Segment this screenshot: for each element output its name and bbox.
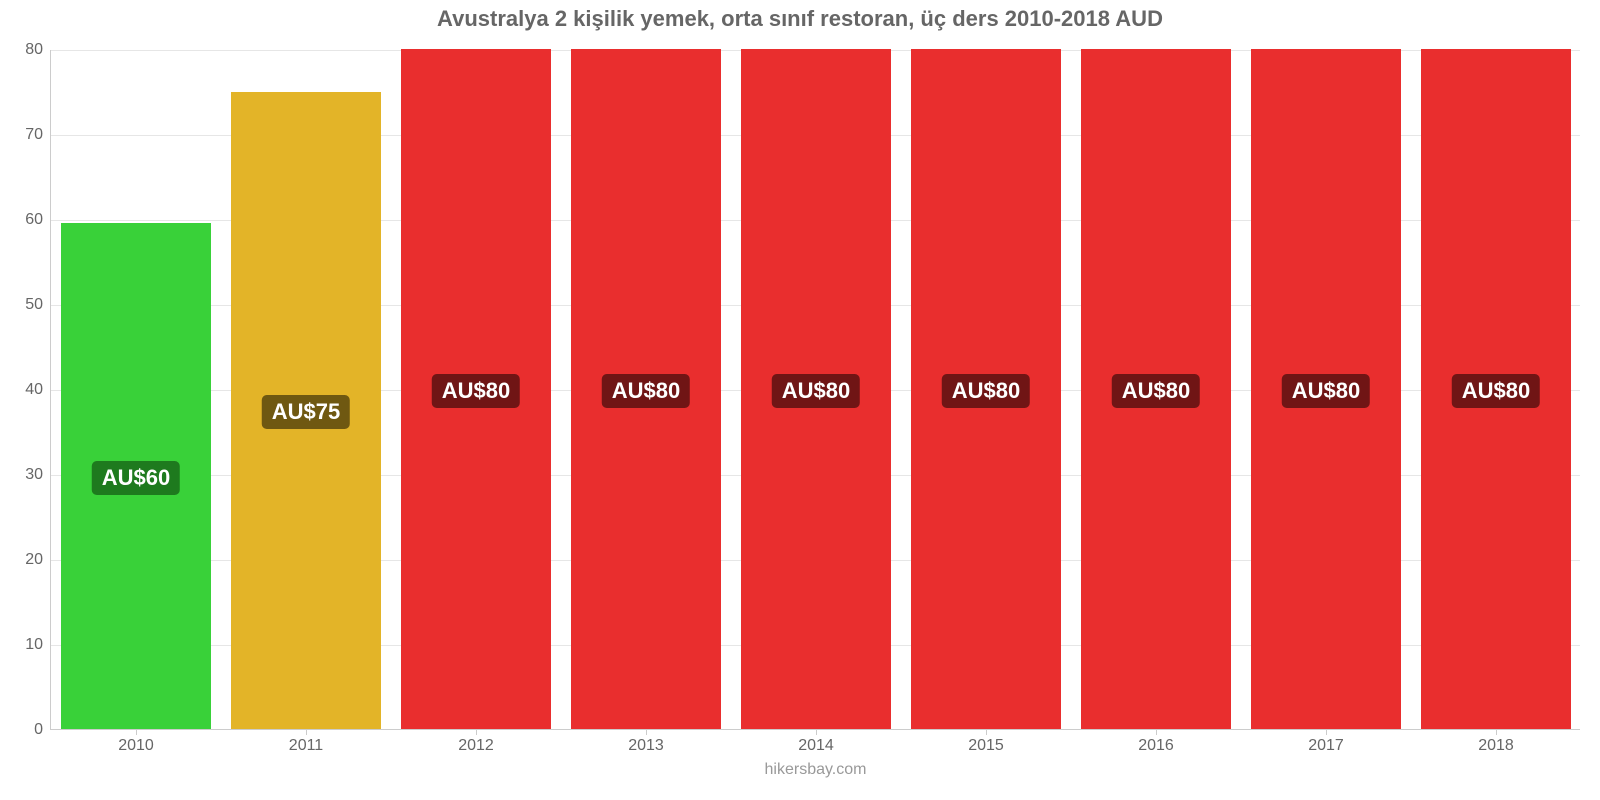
plot-area: hikersbay.com 01020304050607080AU$602010… (50, 50, 1580, 730)
bar: AU$80 (1081, 49, 1231, 729)
bar-value-label: AU$80 (942, 374, 1030, 408)
bar: AU$80 (741, 49, 891, 729)
ytick-label: 50 (25, 296, 43, 314)
xtick-mark (136, 729, 137, 735)
chart-title: Avustralya 2 kişilik yemek, orta sınıf r… (0, 6, 1600, 32)
bar: AU$60 (61, 223, 211, 729)
ytick-label: 80 (25, 41, 43, 59)
xtick-label: 2014 (798, 737, 834, 755)
xtick-label: 2018 (1478, 737, 1514, 755)
xtick-mark (306, 729, 307, 735)
xtick-mark (476, 729, 477, 735)
bar-value-label: AU$60 (92, 461, 180, 495)
bar: AU$80 (571, 49, 721, 729)
xtick-mark (1156, 729, 1157, 735)
bar-value-label: AU$80 (602, 374, 690, 408)
bar: AU$80 (911, 49, 1061, 729)
bar-value-label: AU$80 (772, 374, 860, 408)
xtick-label: 2017 (1308, 737, 1344, 755)
bar-value-label: AU$80 (1452, 374, 1540, 408)
xtick-label: 2013 (628, 737, 664, 755)
bar: AU$80 (1421, 49, 1571, 729)
bar-value-label: AU$75 (262, 395, 350, 429)
xtick-label: 2011 (289, 737, 323, 755)
ytick-label: 20 (25, 551, 43, 569)
xtick-label: 2016 (1138, 737, 1174, 755)
ytick-label: 10 (25, 636, 43, 654)
ytick-label: 30 (25, 466, 43, 484)
xtick-mark (816, 729, 817, 735)
xtick-label: 2012 (458, 737, 494, 755)
bar-value-label: AU$80 (1112, 374, 1200, 408)
xtick-label: 2010 (118, 737, 154, 755)
attribution: hikersbay.com (765, 761, 867, 779)
ytick-label: 70 (25, 126, 43, 144)
xtick-label: 2015 (968, 737, 1004, 755)
bar-value-label: AU$80 (432, 374, 520, 408)
bar: AU$75 (231, 92, 381, 730)
ytick-label: 40 (25, 381, 43, 399)
bar: AU$80 (1251, 49, 1401, 729)
ytick-label: 60 (25, 211, 43, 229)
xtick-mark (646, 729, 647, 735)
xtick-mark (1496, 729, 1497, 735)
xtick-mark (1326, 729, 1327, 735)
bar: AU$80 (401, 49, 551, 729)
ytick-label: 0 (34, 721, 43, 739)
bar-value-label: AU$80 (1282, 374, 1370, 408)
xtick-mark (986, 729, 987, 735)
